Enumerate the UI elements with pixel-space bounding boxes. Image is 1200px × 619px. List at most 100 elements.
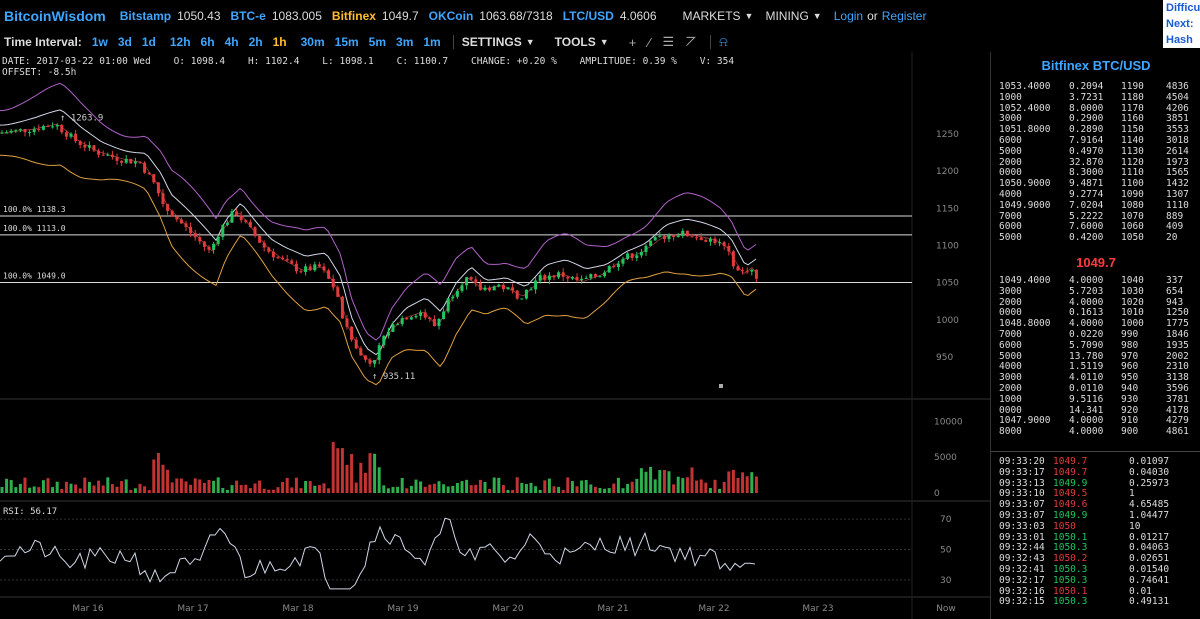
volume-bar (409, 485, 413, 493)
tools-menu[interactable]: TOOLS ▼ (555, 35, 609, 49)
time-tick-label: Mar 16 (72, 604, 104, 614)
cursor-marker (719, 384, 723, 388)
ask-row-cell: 889 (1166, 210, 1184, 222)
bid-row: 0000 0.1613 1010 1250 (991, 307, 1200, 318)
interval-3m[interactable]: 3m (396, 35, 414, 49)
hashrate-label: Hash R (1166, 34, 1193, 46)
candle-body (212, 243, 216, 250)
volume-bar (437, 481, 441, 493)
separator (452, 35, 454, 49)
brand-logo[interactable]: BitcoinWisdom (4, 8, 106, 24)
orderbook-title[interactable]: Bitfinex BTC/USD (1041, 58, 1151, 73)
ask-row-cell: 1110 (1166, 199, 1189, 211)
volume-bar (552, 486, 556, 493)
volume-bar (718, 488, 722, 493)
ticker-btce[interactable]: BTC-e 1083.005 (231, 9, 322, 23)
ask-row-cell: 1140 (1121, 135, 1144, 146)
ask-row-cell: 0.2900 (1069, 113, 1104, 125)
interval-1d[interactable]: 1d (141, 35, 156, 49)
bid-row: 7000 0.0220 990 1846 (991, 329, 1200, 340)
volume-bar (653, 479, 657, 493)
ask-row-cell: 0.2094 (1069, 81, 1104, 92)
settings-menu[interactable]: SETTINGS ▼ (462, 35, 535, 49)
ask-row-cell: 3553 (1166, 124, 1189, 136)
volume-bar (198, 479, 202, 493)
ask-row-cell: 4504 (1166, 91, 1189, 103)
candle-body (695, 237, 699, 239)
candle-body (598, 276, 602, 278)
interval-1w[interactable]: 1w (91, 35, 108, 49)
candle-body (110, 154, 114, 158)
ticker-okcoin[interactable]: OKCoin 1063.68/7318 (429, 9, 553, 23)
chart-axes: 1250 1200 1150 1100 1050 1000 950 10000 5000 0 70 5… (72, 130, 963, 614)
ticker-price: 1049.7 (381, 9, 419, 23)
ask-row-cell: 1051.8000 (999, 124, 1051, 136)
interval-6h[interactable]: 6h (200, 35, 215, 49)
interval-3d[interactable]: 3d (117, 35, 132, 49)
volume-bar (630, 481, 634, 493)
ticker-price: 1063.68/7318 (479, 9, 553, 23)
volume-bar (428, 484, 432, 493)
volume-bar (534, 486, 538, 493)
volume-bar (451, 486, 455, 493)
mining-menu[interactable]: MINING ▼ (765, 9, 821, 23)
ask-row-cell: 1170 (1121, 102, 1144, 114)
volume-bar (281, 482, 285, 493)
candle-body (230, 211, 234, 223)
volume-bar (28, 487, 32, 493)
trade-row-cell: 4.65485 (1129, 499, 1170, 511)
volume-bar (5, 478, 9, 493)
volume-bar (101, 485, 105, 493)
ticker-ltcusd[interactable]: LTC/USD 4.0606 (563, 9, 657, 23)
volume-bar (170, 482, 174, 493)
fib-tool-icon[interactable]: ⦢ (686, 34, 697, 49)
candle-body (5, 132, 9, 134)
login-link[interactable]: Login (833, 9, 864, 23)
price-tick-label: 1100 (936, 242, 959, 252)
tools-label: TOOLS (554, 35, 596, 49)
interval-5m[interactable]: 5m (368, 35, 387, 49)
interval-1h[interactable]: 1h (272, 35, 287, 49)
candle-body (133, 161, 137, 164)
volume-bar (193, 478, 197, 493)
ask-row-cell: 1050.9000 (999, 178, 1051, 190)
markets-menu[interactable]: MARKETS ▼ (683, 9, 754, 23)
line-tool-icon[interactable]: ∕ (648, 34, 651, 50)
interval-12h[interactable]: 12h (169, 35, 191, 49)
register-link[interactable]: Register (881, 9, 927, 23)
time-tick-label: Now (936, 604, 956, 614)
volume-bar (515, 477, 519, 493)
ticker-bitfinex[interactable]: Bitfinex 1049.7 (332, 9, 419, 23)
ticker-bitstamp[interactable]: Bitstamp 1050.43 (120, 9, 221, 23)
bid-row-cell: 4.0000 (1069, 275, 1104, 286)
volume-bar (465, 479, 469, 493)
price-tick-label: 1050 (936, 279, 959, 289)
volume-bar (382, 485, 386, 493)
bid-row-cell: 0.0220 (1069, 329, 1104, 340)
volume-bar (175, 478, 179, 493)
horizontal-lines-icon[interactable]: ☰ (662, 34, 675, 49)
candle-body (304, 266, 308, 273)
interval-4h[interactable]: 4h (224, 35, 239, 49)
rsi-panel: RSI: 56.17 (0, 507, 912, 590)
interval-2h[interactable]: 2h (248, 35, 263, 49)
volume-bar (593, 486, 597, 493)
interval-30m[interactable]: 30m (300, 35, 325, 49)
candle-body (262, 242, 266, 248)
bid-row-cell: 3000 (999, 372, 1022, 384)
crosshair-icon[interactable]: + (628, 34, 637, 50)
volume-bar (69, 483, 73, 493)
separator (710, 35, 712, 49)
volume-bar (529, 482, 533, 493)
difficulty-box[interactable]: Difficul Next: Hash R (1163, 0, 1200, 48)
interval-1m[interactable]: 1m (423, 35, 441, 49)
rsi-label: RSI: 56.17 (3, 507, 57, 517)
bell-icon[interactable]: ⍾ (719, 34, 728, 49)
time-tick-label: Mar 21 (597, 604, 628, 614)
ask-row-cell: 1050 (1121, 232, 1144, 244)
interval-15m[interactable]: 15m (334, 35, 359, 49)
volume-bar (483, 482, 487, 493)
volume-bar (253, 483, 257, 493)
ask-row-cell: 1160 (1121, 113, 1144, 125)
